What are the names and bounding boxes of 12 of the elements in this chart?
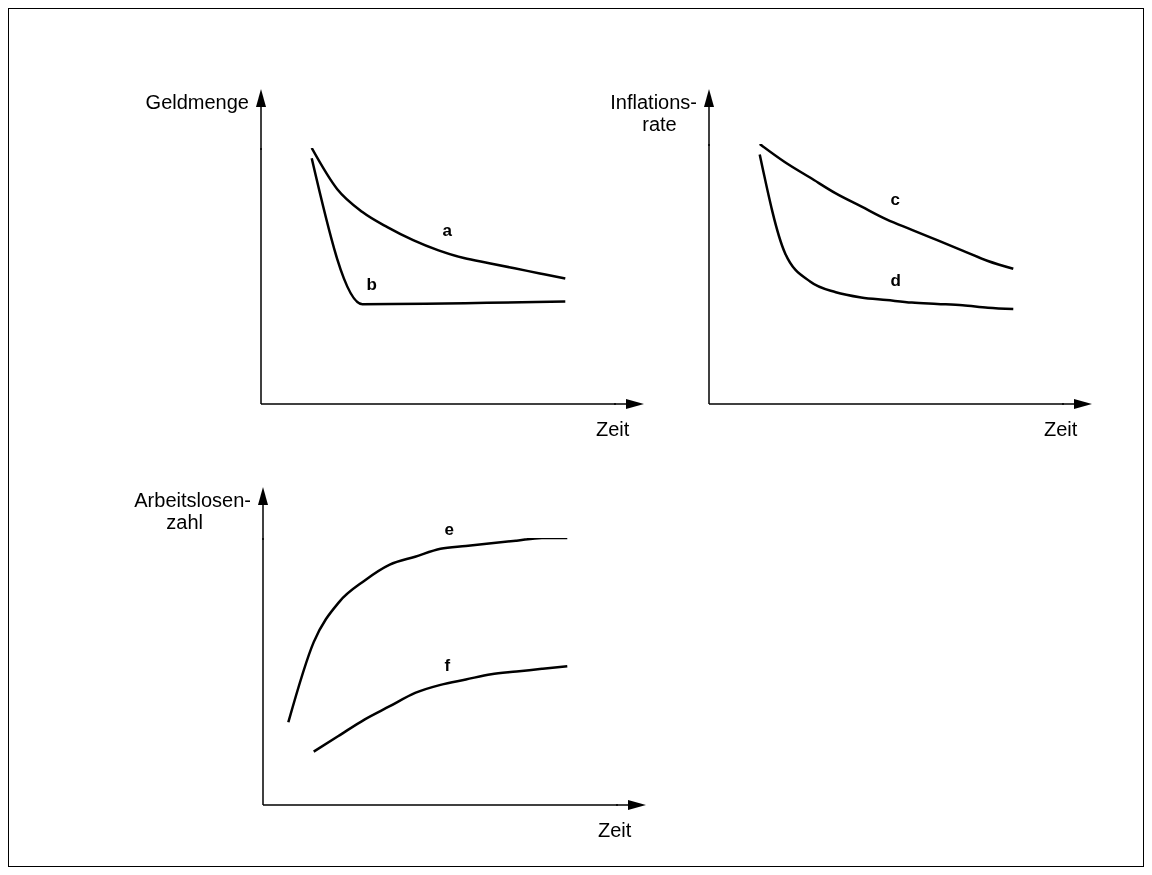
x-axis-title: Zeit <box>1044 418 1078 441</box>
y-axis-title: Inflations- rate <box>610 91 697 135</box>
series-label: e <box>444 519 454 539</box>
x-axis-title: Zeit <box>596 418 630 441</box>
y-axis-title: Geldmenge <box>145 91 249 113</box>
series-label: a <box>442 221 453 241</box>
y-axis-title: Arbeitslosen- zahl <box>134 489 251 533</box>
series-label: f <box>444 655 451 675</box>
x-axis-title: Zeit <box>598 819 632 842</box>
series-label: b <box>366 275 377 295</box>
series-label: d <box>890 271 901 290</box>
series-label: c <box>890 190 900 210</box>
